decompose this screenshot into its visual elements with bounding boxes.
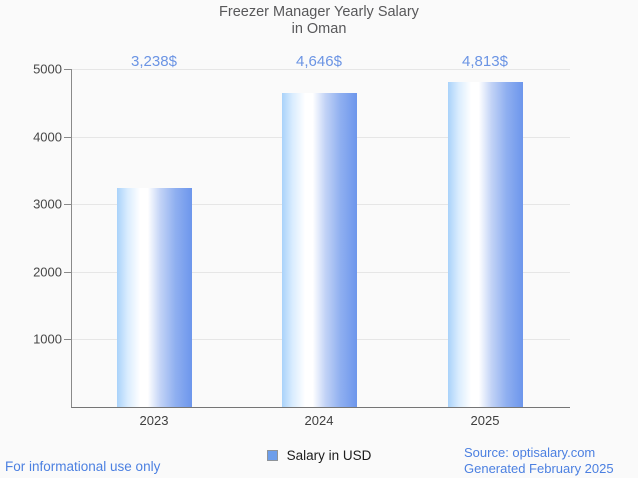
y-tick-label: 4000 — [33, 129, 62, 145]
legend-label: Salary in USD — [286, 448, 372, 463]
bar-value-label-2023: 3,238$ — [131, 53, 177, 70]
legend-swatch-icon — [266, 450, 278, 461]
source-block: Source: optisalary.com Generated Februar… — [464, 445, 614, 476]
generated-text: Generated February 2025 — [464, 460, 614, 476]
y-tick-mark — [64, 69, 71, 70]
x-axis-label-2025: 2025 — [470, 413, 500, 428]
bar-value-label-2024: 4,646$ — [296, 53, 342, 70]
bar-slot-2024 — [282, 69, 357, 407]
bar-slot-2023 — [117, 69, 192, 407]
bar-slot-2025 — [448, 69, 523, 407]
legend: Salary in USD — [0, 448, 638, 463]
y-tick-label: 2000 — [33, 264, 62, 280]
y-axis-labels: 5000 4000 3000 2000 1000 — [0, 62, 62, 407]
y-tick-label: 3000 — [33, 196, 62, 212]
y-tick-label: 5000 — [33, 61, 62, 77]
y-tick-mark — [64, 136, 71, 138]
gridline-5000 — [72, 69, 570, 70]
x-axis-label-2023: 2023 — [139, 413, 169, 428]
bar-2024 — [282, 92, 357, 407]
y-tick-mark — [64, 339, 71, 341]
plot-area — [64, 69, 570, 408]
disclaimer-text: For informational use only — [5, 459, 161, 474]
x-axis-label-2024: 2024 — [304, 413, 334, 428]
bar-2025 — [448, 81, 523, 407]
chart-title: Freezer Manager Yearly Salary in Oman — [219, 4, 419, 37]
y-tick-label: 1000 — [33, 331, 62, 347]
source-text: Source: optisalary.com — [464, 445, 596, 460]
y-tick-mark — [64, 271, 71, 273]
y-tick-mark — [64, 204, 71, 206]
bar-2023 — [117, 188, 192, 407]
bar-value-label-2025: 4,813$ — [462, 53, 508, 70]
